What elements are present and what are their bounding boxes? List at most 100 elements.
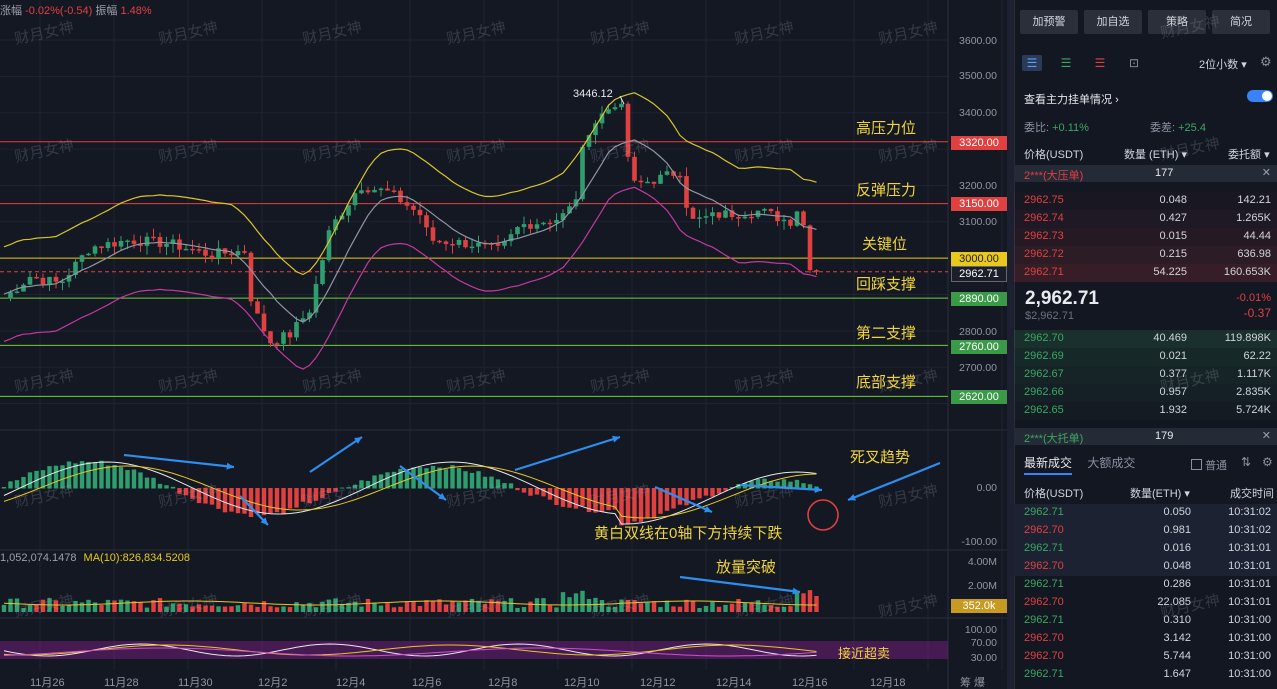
ask-row[interactable]: 2962.74 0.427 1.265K	[1014, 210, 1277, 228]
settings-icon[interactable]: ⚙	[1262, 455, 1273, 469]
macd-bar	[79, 461, 85, 489]
volume-info: 1,052,074.1478 MA(10):826,834.5208	[0, 552, 190, 564]
bid-row[interactable]: 2962.70 40.469 119.898K	[1014, 330, 1277, 348]
macd-bar	[287, 488, 293, 509]
candle-body	[476, 242, 481, 247]
trade-row[interactable]: 2962.70 22.085 10:31:01	[1014, 594, 1277, 612]
trade-row[interactable]: 2962.71 1.647 10:31:00	[1014, 666, 1277, 684]
arrow-head	[814, 486, 822, 494]
trade-row[interactable]: 2962.71 0.310 10:31:00	[1014, 612, 1277, 630]
price-axis-tick: 3600.00	[959, 35, 997, 47]
bid-row[interactable]: 2962.67 0.377 1.117K	[1014, 366, 1277, 384]
checkbox[interactable]	[1191, 459, 1202, 470]
volume-bar	[326, 599, 332, 612]
volume-bar	[268, 606, 273, 612]
macd-bar	[658, 488, 663, 514]
volume-bar	[385, 603, 390, 612]
candle-body	[794, 211, 800, 226]
amp-label: 振幅	[95, 5, 118, 17]
normal-filter[interactable]: 普通	[1191, 457, 1227, 473]
ob-header-amount[interactable]: 委托额 ▾	[1228, 146, 1270, 162]
trade-row[interactable]: 2962.70 0.048 10:31:01	[1014, 558, 1277, 576]
macd-bar	[801, 483, 806, 489]
candle-body	[378, 188, 384, 191]
ask-row[interactable]: 2962.73 0.015 44.44	[1014, 228, 1277, 246]
main-order-label: 查看主力挂单情况	[1024, 94, 1112, 106]
book-both-icon[interactable]: ☰	[1022, 55, 1042, 71]
ask-row[interactable]: 2962.72 0.215 636.98	[1014, 246, 1277, 264]
bid-row[interactable]: 2962.69 0.021 62.22	[1014, 348, 1277, 366]
candle-body	[703, 216, 709, 218]
macd-bar	[183, 488, 189, 496]
bid-big-order-banner[interactable]: 2***(大托单) 179 ✕	[1014, 428, 1277, 445]
trade-price: 2962.70	[1024, 596, 1064, 608]
decimal-select[interactable]: 2位小数 ▾	[1199, 56, 1247, 72]
overview-button[interactable]: 简况	[1212, 10, 1270, 34]
volume-bar	[489, 599, 494, 612]
ask-row[interactable]: 2962.75 0.048 142.21	[1014, 192, 1277, 210]
tab-latest-trades[interactable]: 最新成交	[1024, 456, 1073, 475]
candle-body	[671, 171, 676, 176]
panel-splitter[interactable]	[1007, 0, 1014, 689]
bid-row[interactable]: 2962.65 1.932 5.724K	[1014, 402, 1277, 420]
date-tick: 12月12	[640, 677, 676, 689]
tab-large-trades[interactable]: 大额成交	[1087, 456, 1136, 470]
price-tag-current: 2962.71	[951, 266, 1007, 282]
ob-header-qty[interactable]: 数量 (ETH) ▾	[1124, 146, 1187, 162]
volume-bar	[645, 602, 650, 612]
macd-bar	[268, 488, 273, 514]
trade-time: 10:31:01	[1228, 578, 1271, 590]
candle-body	[632, 156, 637, 181]
macd-bar	[73, 463, 78, 489]
volume-bar	[736, 598, 741, 612]
main-order-link[interactable]: 查看主力挂单情况 ›	[1024, 91, 1119, 107]
macd-bar	[703, 488, 709, 496]
candle-body	[567, 206, 572, 214]
trade-row[interactable]: 2962.71 0.286 10:31:01	[1014, 576, 1277, 594]
bid-qty: 0.957	[1159, 386, 1187, 398]
volume-bar	[456, 602, 462, 612]
trade-price: 2962.71	[1024, 668, 1064, 680]
book-chart-icon[interactable]: ⊡	[1128, 56, 1140, 70]
macd-bar	[684, 488, 689, 506]
trade-row[interactable]: 2962.71 0.050 10:31:02	[1014, 504, 1277, 522]
kline-chart-area[interactable]: 涨幅 -0.02%(-0.54) 振幅 1.48% 财月女神 财月女神 财月女神 财月…	[0, 0, 1007, 689]
add-alert-button[interactable]: 加预警	[1020, 10, 1078, 34]
ask-big-order-banner[interactable]: 2***(大压单) 177 ✕	[1014, 165, 1277, 182]
book-bids-icon[interactable]: ☰	[1060, 56, 1072, 70]
candle-body	[34, 276, 39, 279]
volume-bar	[73, 600, 78, 612]
ask-banner-label: 2***(大压单)	[1024, 170, 1084, 182]
ask-row[interactable]: 2962.71 54.225 160.653K	[1014, 264, 1277, 282]
strategy-button[interactable]: 策略	[1148, 10, 1206, 34]
trade-header-qty[interactable]: 数量(ETH) ▾	[1130, 485, 1190, 501]
trade-time: 10:31:00	[1228, 668, 1271, 680]
book-asks-icon[interactable]: ☰	[1094, 56, 1106, 70]
candle-body	[125, 240, 130, 243]
trade-row[interactable]: 2962.70 5.744 10:31:00	[1014, 648, 1277, 666]
bid-amount: 1.117K	[1236, 368, 1271, 380]
trade-row[interactable]: 2962.71 0.016 10:31:01	[1014, 540, 1277, 558]
main-order-toggle[interactable]	[1247, 90, 1273, 102]
volume-bar	[586, 599, 592, 612]
candle-body	[781, 219, 787, 222]
bid-row[interactable]: 2962.66 0.957 2.835K	[1014, 384, 1277, 402]
candle-body	[651, 181, 657, 184]
close-icon[interactable]: ✕	[1261, 430, 1271, 442]
candle-body	[294, 322, 299, 338]
volume-bar	[398, 606, 403, 612]
trade-row[interactable]: 2962.70 3.142 10:31:00	[1014, 630, 1277, 648]
ask-price: 2962.73	[1024, 230, 1064, 242]
trade-row[interactable]: 2962.70 0.981 10:31:02	[1014, 522, 1277, 540]
filter-icon[interactable]: ⇅	[1241, 455, 1252, 469]
candle-body	[287, 332, 293, 338]
kline-chart-canvas[interactable]	[0, 0, 1007, 689]
ratio-label: 委比:	[1024, 122, 1050, 134]
arrow-head	[438, 492, 446, 500]
macd-bar	[164, 485, 169, 489]
macd-bar	[437, 467, 442, 489]
add-favorite-button[interactable]: 加自选	[1084, 10, 1142, 34]
close-icon[interactable]: ✕	[1261, 167, 1271, 179]
candle-body	[99, 246, 104, 249]
settings-icon[interactable]: ⚙	[1260, 54, 1272, 69]
